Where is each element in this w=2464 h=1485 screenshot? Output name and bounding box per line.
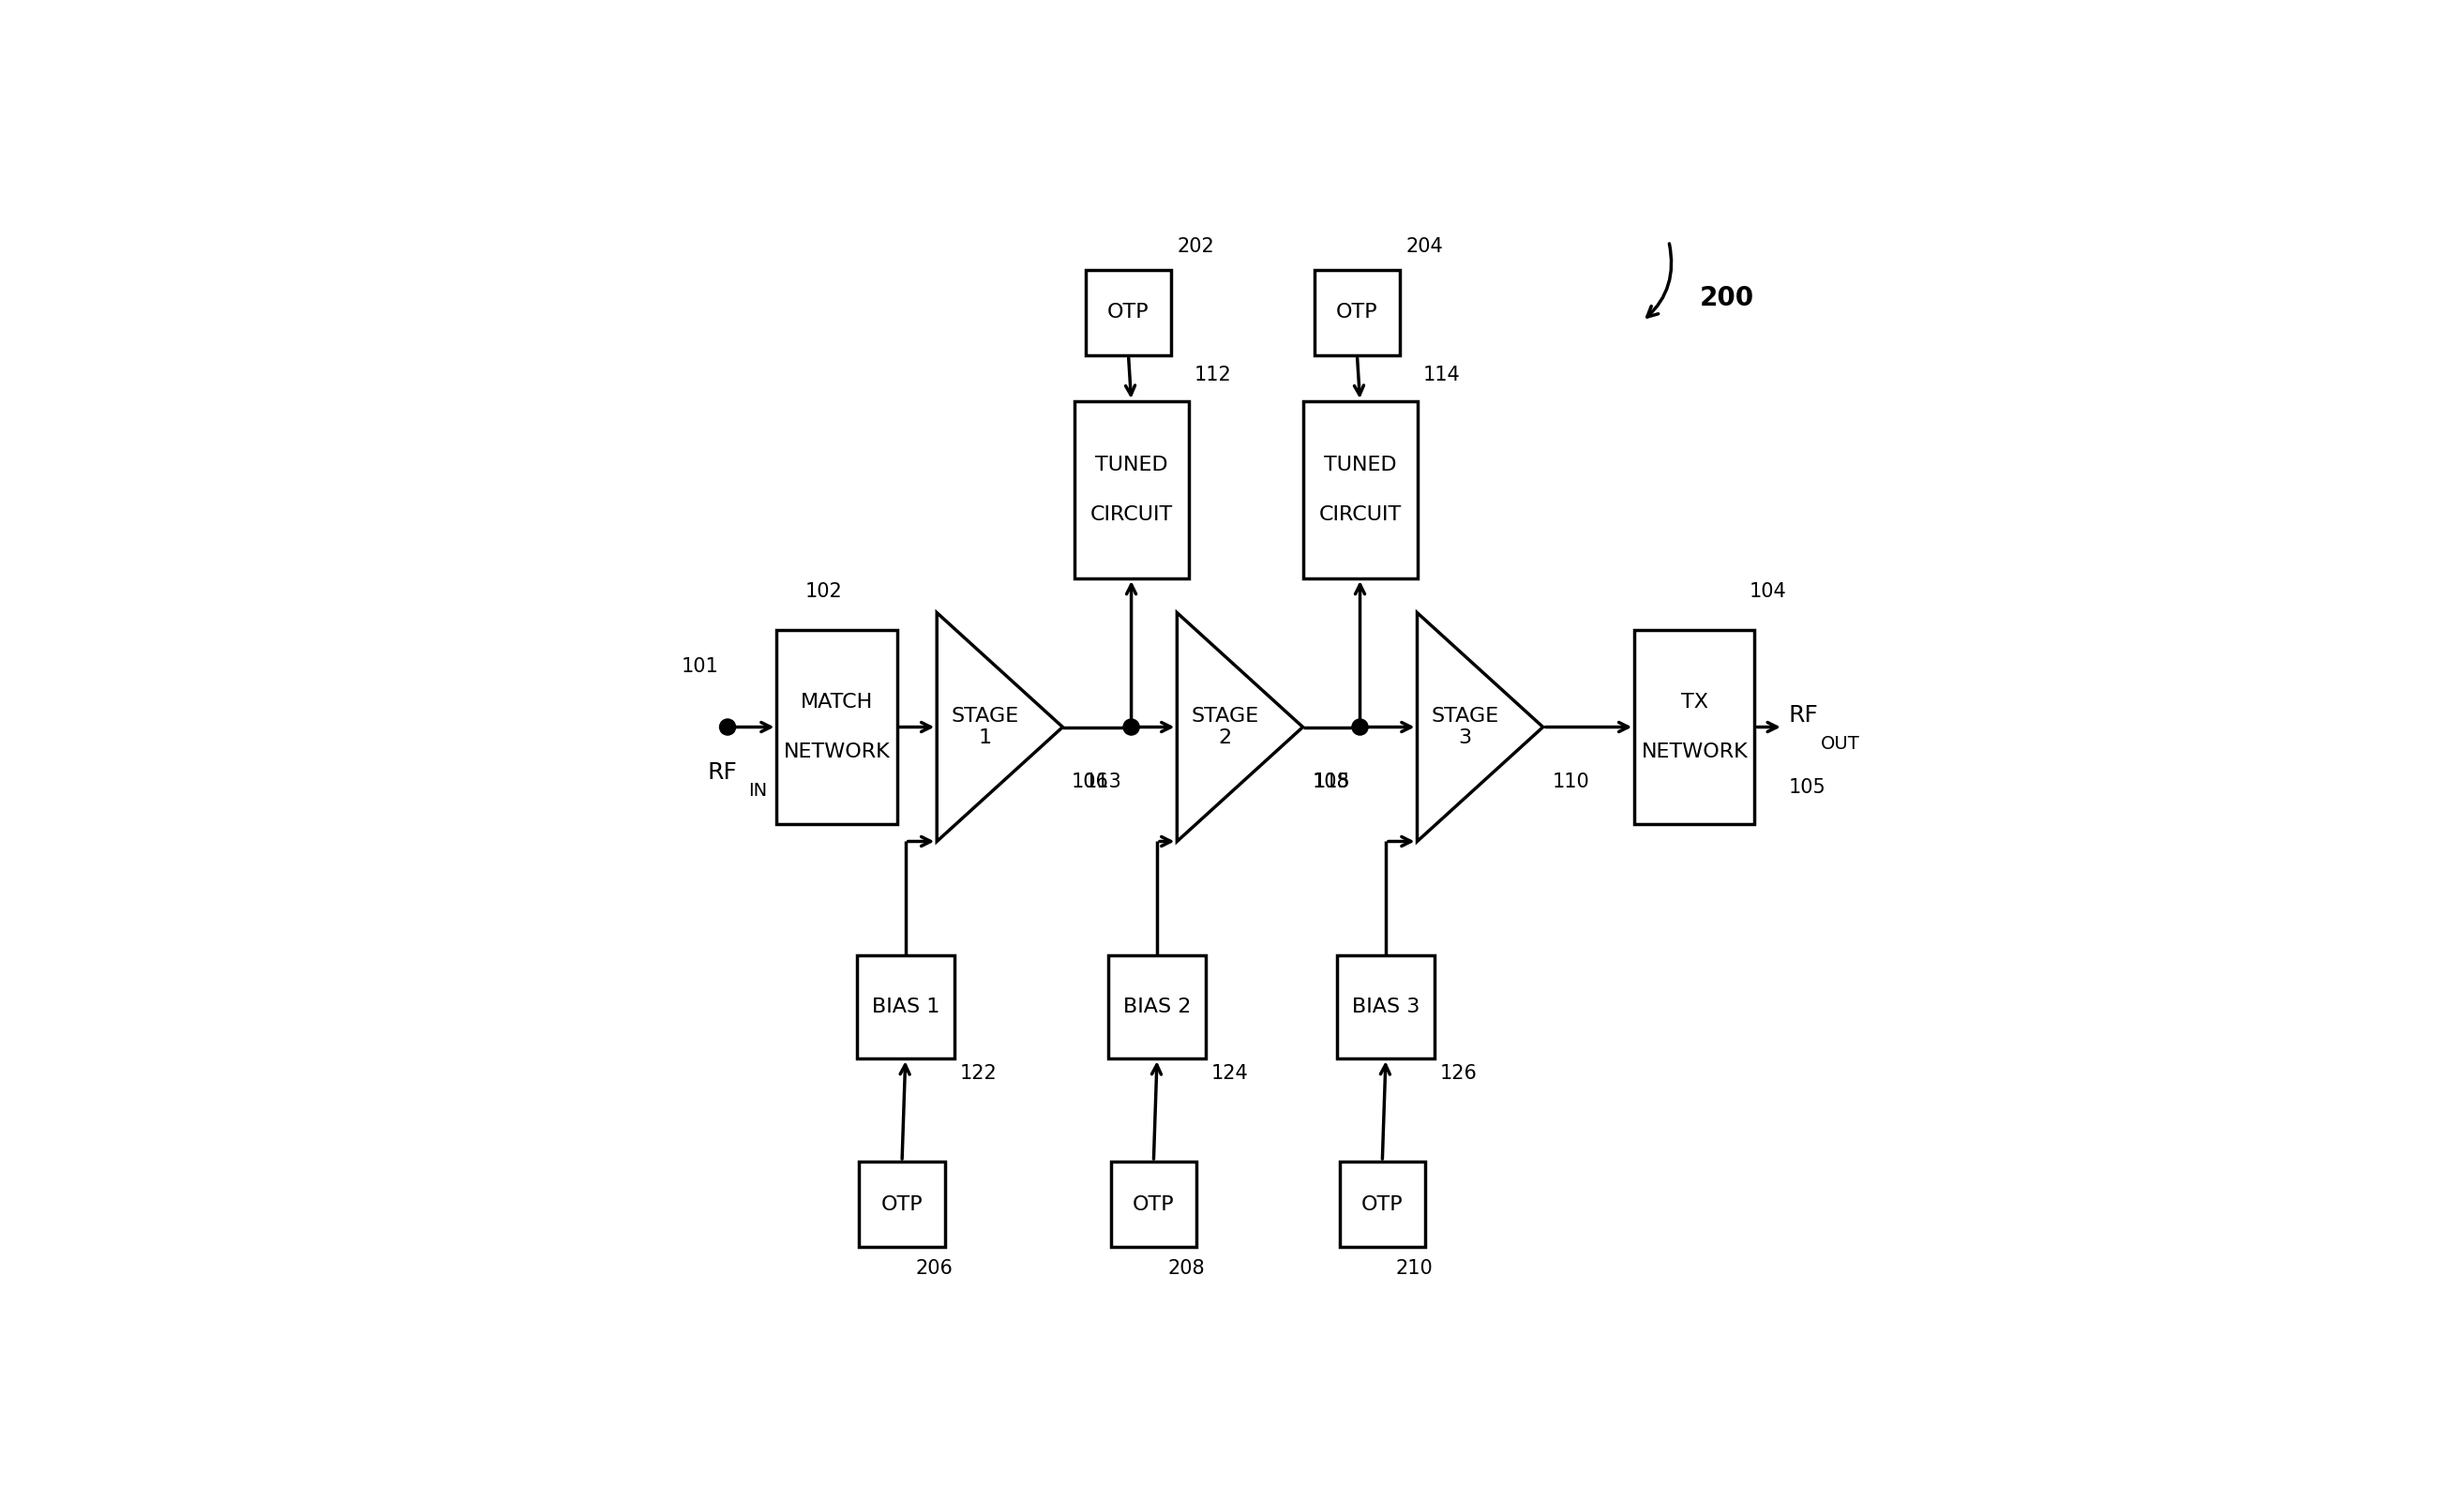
Circle shape [719, 719, 737, 735]
Text: TUNED: TUNED [1323, 456, 1397, 474]
Text: RF: RF [707, 762, 737, 784]
Text: 122: 122 [961, 1065, 998, 1083]
Bar [1109, 956, 1205, 1059]
Text: 124: 124 [1212, 1065, 1249, 1083]
Bar [776, 630, 897, 824]
Text: BIAS 2: BIAS 2 [1124, 998, 1190, 1017]
Bar [1634, 630, 1754, 824]
Text: 200: 200 [1700, 285, 1754, 312]
Text: 104: 104 [1749, 582, 1786, 601]
Text: OTP: OTP [1133, 1195, 1175, 1213]
Text: OTP: OTP [882, 1195, 924, 1213]
Text: 202: 202 [1178, 238, 1215, 255]
Circle shape [1124, 719, 1138, 735]
Bar [1087, 270, 1170, 355]
Text: 115: 115 [1313, 772, 1350, 792]
Circle shape [1353, 719, 1368, 735]
Text: TX: TX [1680, 692, 1708, 711]
Text: CIRCUIT: CIRCUIT [1089, 505, 1173, 524]
Text: BIAS 1: BIAS 1 [872, 998, 939, 1017]
Text: 206: 206 [917, 1259, 954, 1277]
Text: 105: 105 [1789, 778, 1826, 797]
Polygon shape [1417, 613, 1542, 842]
Polygon shape [1178, 613, 1303, 842]
Text: STAGE
3: STAGE 3 [1432, 707, 1498, 747]
Bar [1340, 1161, 1424, 1247]
Text: NETWORK: NETWORK [784, 742, 890, 762]
Text: RF: RF [1789, 704, 1818, 726]
Polygon shape [936, 613, 1062, 842]
Bar [1303, 401, 1417, 578]
Text: 110: 110 [1552, 772, 1589, 792]
Text: 112: 112 [1195, 365, 1232, 385]
Text: 208: 208 [1168, 1259, 1205, 1277]
Text: CIRCUIT: CIRCUIT [1318, 505, 1402, 524]
Text: 108: 108 [1311, 772, 1350, 792]
Text: BIAS 3: BIAS 3 [1353, 998, 1419, 1017]
Text: OUT: OUT [1821, 735, 1860, 753]
Text: IN: IN [749, 783, 766, 800]
Text: NETWORK: NETWORK [1641, 742, 1747, 762]
Text: STAGE
2: STAGE 2 [1190, 707, 1259, 747]
Text: 204: 204 [1407, 238, 1444, 255]
Text: 126: 126 [1439, 1065, 1478, 1083]
Text: 113: 113 [1084, 772, 1121, 792]
Bar [857, 956, 954, 1059]
Text: STAGE
1: STAGE 1 [951, 707, 1018, 747]
Text: OTP: OTP [1363, 1195, 1402, 1213]
Text: MATCH: MATCH [801, 692, 872, 711]
Bar [1074, 401, 1188, 578]
Bar [860, 1161, 944, 1247]
Text: 210: 210 [1397, 1259, 1434, 1277]
Bar [1111, 1161, 1198, 1247]
Text: 114: 114 [1422, 365, 1461, 385]
Bar [1338, 956, 1434, 1059]
Text: TUNED: TUNED [1094, 456, 1168, 474]
Text: OTP: OTP [1335, 303, 1377, 322]
Text: 101: 101 [680, 656, 719, 676]
Text: 106: 106 [1072, 772, 1109, 792]
Text: 102: 102 [806, 582, 843, 601]
Bar [1313, 270, 1400, 355]
Text: OTP: OTP [1106, 303, 1148, 322]
